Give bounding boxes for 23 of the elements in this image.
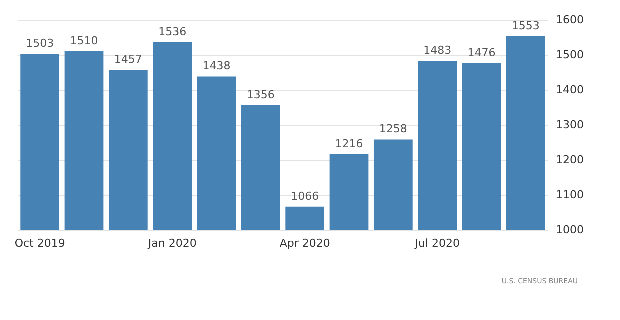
data-label: 1510 [70,34,98,48]
data-label: 1356 [246,88,275,102]
data-label: 1066 [291,190,320,203]
data-label: 1438 [202,60,231,73]
y-tick-label: 1000 [556,224,584,236]
x-tick-label: Oct 2019 [14,237,66,250]
data-label: 1503 [26,36,54,50]
data-label: 1553 [512,19,540,32]
x-tick-label: Jan 2020 [147,237,197,250]
y-tick-label: 1600 [556,14,584,26]
y-tick-label: 1400 [556,84,584,96]
x-tick-label: Jul 2020 [414,237,460,250]
y-tick-label: 1500 [556,48,584,62]
y-tick-label: 1200 [556,154,584,166]
data-label: 1536 [158,25,187,38]
data-label: 1476 [468,46,496,60]
y-tick-label: 1300 [556,118,584,132]
x-tick-label: Apr 2020 [280,237,330,250]
data-label: 1457 [114,53,142,66]
data-label: 1483 [424,44,452,57]
data-label: 1258 [379,122,408,136]
data-label: 1216 [335,137,364,150]
y-tick-label: 1100 [556,188,584,202]
